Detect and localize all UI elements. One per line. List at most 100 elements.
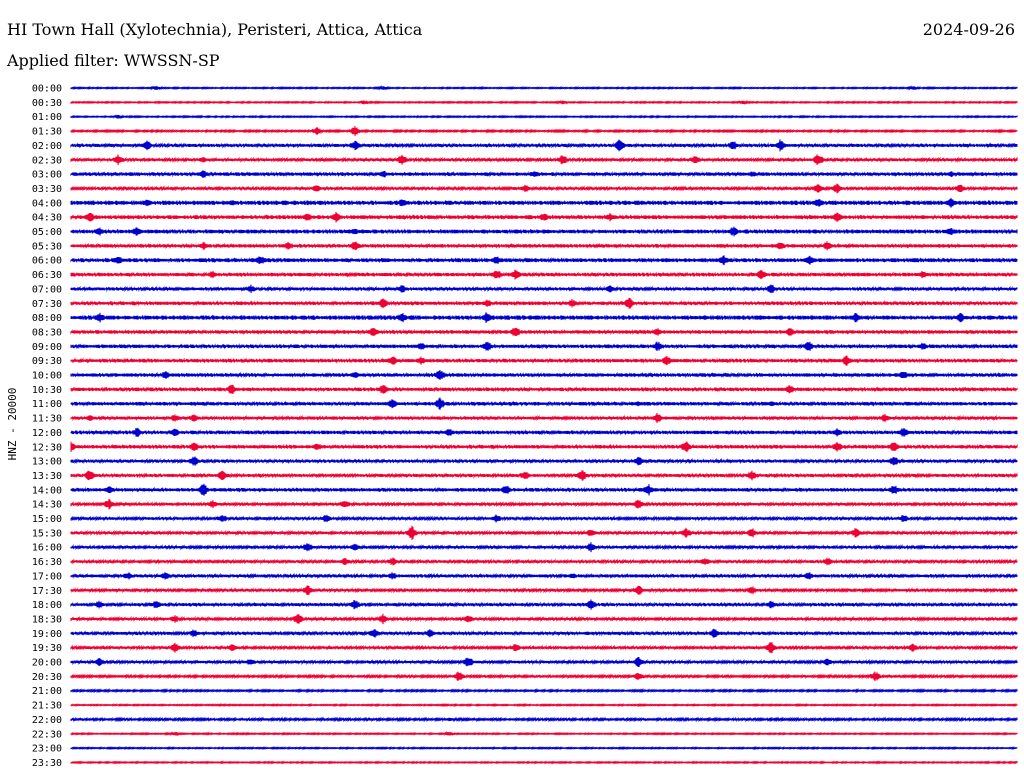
trace-1530 <box>70 525 1018 540</box>
trace-2000 <box>70 656 1018 668</box>
row-label-0530: 05:30 <box>32 241 62 252</box>
filter-label: Applied filter: WWSSN-SP <box>7 51 220 70</box>
row-label-0400: 04:00 <box>32 198 62 209</box>
row-label-0800: 08:00 <box>32 313 62 324</box>
row-label-2000: 20:00 <box>32 658 62 669</box>
row-label-0630: 06:30 <box>32 270 62 281</box>
trace-1430 <box>70 498 1018 510</box>
trace-2200 <box>70 716 1018 723</box>
trace-1230 <box>70 441 1018 453</box>
trace-1130 <box>70 412 1018 424</box>
trace-0330 <box>70 183 1018 194</box>
row-label-0430: 04:30 <box>32 213 62 224</box>
trace-1800 <box>70 599 1018 610</box>
row-label-1730: 17:30 <box>32 586 62 597</box>
row-label-1030: 10:30 <box>32 385 62 396</box>
station-title: HI Town Hall (Xylotechnia), Peristeri, A… <box>7 20 423 39</box>
trace-1400 <box>70 483 1018 496</box>
trace-0030 <box>70 99 1018 106</box>
trace-1600 <box>70 542 1018 553</box>
row-label-1930: 19:30 <box>32 643 62 654</box>
row-label-0600: 06:00 <box>32 256 62 267</box>
row-label-2100: 21:00 <box>32 686 62 697</box>
trace-0100 <box>70 114 1018 120</box>
row-label-1900: 19:00 <box>32 629 62 640</box>
row-label-1830: 18:30 <box>32 614 62 625</box>
row-label-1630: 16:30 <box>32 557 62 568</box>
row-label-1130: 11:30 <box>32 414 62 425</box>
y-axis-label: HNZ - 20000 <box>6 388 19 461</box>
trace-2330 <box>70 760 1018 765</box>
row-label-0930: 09:30 <box>32 356 62 367</box>
row-label-1100: 11:00 <box>32 399 62 410</box>
row-label-1300: 13:00 <box>32 457 62 468</box>
trace-1000 <box>70 369 1018 381</box>
trace-0200 <box>70 139 1018 152</box>
trace-2130 <box>70 702 1018 708</box>
trace-1900 <box>70 628 1018 638</box>
trace-2300 <box>70 745 1018 751</box>
row-label-0330: 03:30 <box>32 184 62 195</box>
trace-1300 <box>70 456 1018 466</box>
row-label-1600: 16:00 <box>32 543 62 554</box>
trace-1700 <box>70 572 1018 580</box>
trace-rows: 00:00 00:30 01:00 01:30 02:00 02:30 03:00 03:30… <box>32 84 1018 769</box>
row-label-0830: 08:30 <box>32 327 62 338</box>
row-label-2200: 22:00 <box>32 715 62 726</box>
trace-0600 <box>70 255 1018 266</box>
trace-1500 <box>70 514 1018 523</box>
row-label-0100: 01:00 <box>32 112 62 123</box>
trace-0930 <box>70 355 1018 366</box>
trace-0830 <box>70 327 1018 337</box>
row-label-1000: 10:00 <box>32 371 62 382</box>
row-label-1200: 12:00 <box>32 428 62 439</box>
row-label-0730: 07:30 <box>32 299 62 310</box>
row-label-0230: 02:30 <box>32 155 62 166</box>
row-label-2130: 21:30 <box>32 701 62 712</box>
row-label-1430: 14:30 <box>32 500 62 511</box>
trace-0300 <box>70 170 1018 179</box>
trace-0700 <box>70 284 1018 294</box>
trace-0230 <box>70 154 1018 166</box>
row-label-1500: 15:00 <box>32 514 62 525</box>
trace-0130 <box>70 125 1018 137</box>
trace-0500 <box>70 226 1018 237</box>
row-label-2300: 23:00 <box>32 744 62 755</box>
row-label-0900: 09:00 <box>32 342 62 353</box>
trace-2030 <box>70 671 1018 682</box>
row-label-1230: 12:30 <box>32 442 62 453</box>
row-label-2030: 20:30 <box>32 672 62 683</box>
trace-1330 <box>70 470 1018 481</box>
trace-0430 <box>70 211 1018 223</box>
row-label-0300: 03:00 <box>32 170 62 181</box>
trace-0530 <box>70 241 1018 251</box>
trace-0730 <box>70 297 1018 309</box>
date-label: 2024-09-26 <box>922 20 1015 39</box>
trace-1930 <box>70 642 1018 654</box>
trace-2230 <box>70 730 1018 737</box>
trace-0800 <box>70 312 1018 323</box>
row-label-0500: 05:00 <box>32 227 62 238</box>
row-label-0030: 00:30 <box>32 98 62 109</box>
row-label-1330: 13:30 <box>32 471 62 482</box>
trace-0000 <box>70 85 1018 91</box>
trace-1830 <box>70 613 1018 625</box>
trace-2100 <box>70 687 1018 694</box>
trace-0400 <box>70 197 1018 208</box>
trace-1100 <box>70 397 1018 410</box>
row-label-1800: 18:00 <box>32 600 62 611</box>
row-label-1530: 15:30 <box>32 528 62 539</box>
trace-0900 <box>70 341 1018 352</box>
row-label-1400: 14:00 <box>32 485 62 496</box>
row-label-2330: 23:30 <box>32 758 62 769</box>
trace-1030 <box>70 384 1018 394</box>
row-label-0130: 01:30 <box>32 127 62 138</box>
trace-1630 <box>70 557 1018 566</box>
row-label-1700: 17:00 <box>32 571 62 582</box>
row-label-0000: 00:00 <box>32 84 62 95</box>
row-label-2230: 22:30 <box>32 729 62 740</box>
trace-0630 <box>70 269 1018 280</box>
trace-1730 <box>70 585 1018 596</box>
row-label-0700: 07:00 <box>32 284 62 295</box>
